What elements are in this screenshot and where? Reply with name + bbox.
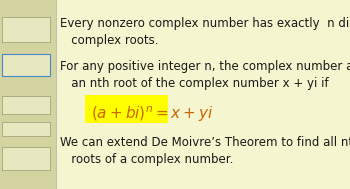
Text: complex roots.: complex roots. [60,34,159,47]
Text: $(a + bi)^n = x + yi$: $(a + bi)^n = x + yi$ [91,105,214,125]
FancyBboxPatch shape [2,147,50,170]
FancyBboxPatch shape [0,0,56,189]
Text: roots of a complex number.: roots of a complex number. [60,153,233,166]
Text: an nth root of the complex number x + yi if: an nth root of the complex number x + yi… [60,77,329,91]
Text: For any positive integer n, the complex number a + bi is: For any positive integer n, the complex … [60,60,350,74]
FancyBboxPatch shape [85,94,168,123]
FancyBboxPatch shape [2,122,50,136]
Text: We can extend De Moivre’s Theorem to find all nth: We can extend De Moivre’s Theorem to fin… [60,136,350,149]
Text: Every nonzero complex number has exactly  n distinct: Every nonzero complex number has exactly… [60,17,350,30]
FancyBboxPatch shape [2,96,50,114]
FancyBboxPatch shape [2,54,50,76]
FancyBboxPatch shape [2,17,50,42]
